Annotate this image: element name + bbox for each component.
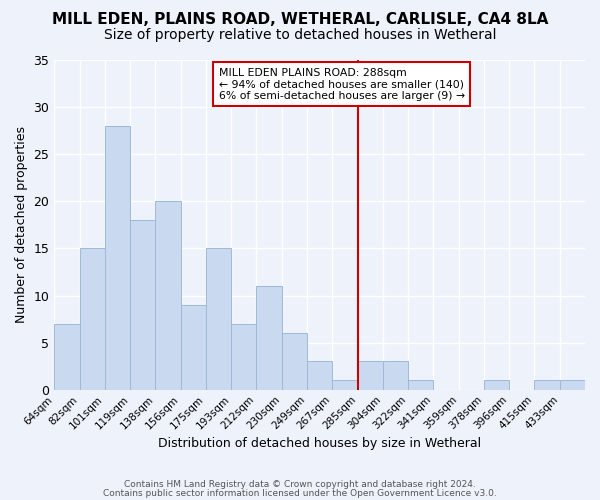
Bar [358,362,383,390]
Bar [206,248,231,390]
Bar [484,380,509,390]
Bar [80,248,105,390]
Y-axis label: Number of detached properties: Number of detached properties [15,126,28,324]
Bar [560,380,585,390]
Bar [332,380,358,390]
Text: Size of property relative to detached houses in Wetheral: Size of property relative to detached ho… [104,28,496,42]
Bar [383,362,408,390]
Text: MILL EDEN PLAINS ROAD: 288sqm
← 94% of detached houses are smaller (140)
6% of s: MILL EDEN PLAINS ROAD: 288sqm ← 94% of d… [218,68,464,100]
Bar [307,362,332,390]
Text: MILL EDEN, PLAINS ROAD, WETHERAL, CARLISLE, CA4 8LA: MILL EDEN, PLAINS ROAD, WETHERAL, CARLIS… [52,12,548,28]
Text: Contains HM Land Registry data © Crown copyright and database right 2024.: Contains HM Land Registry data © Crown c… [124,480,476,489]
Bar [535,380,560,390]
Bar [130,220,155,390]
X-axis label: Distribution of detached houses by size in Wetheral: Distribution of detached houses by size … [158,437,481,450]
Bar [231,324,256,390]
Bar [155,202,181,390]
Bar [105,126,130,390]
Bar [54,324,80,390]
Bar [181,305,206,390]
Text: Contains public sector information licensed under the Open Government Licence v3: Contains public sector information licen… [103,490,497,498]
Bar [408,380,433,390]
Bar [256,286,282,390]
Bar [282,333,307,390]
